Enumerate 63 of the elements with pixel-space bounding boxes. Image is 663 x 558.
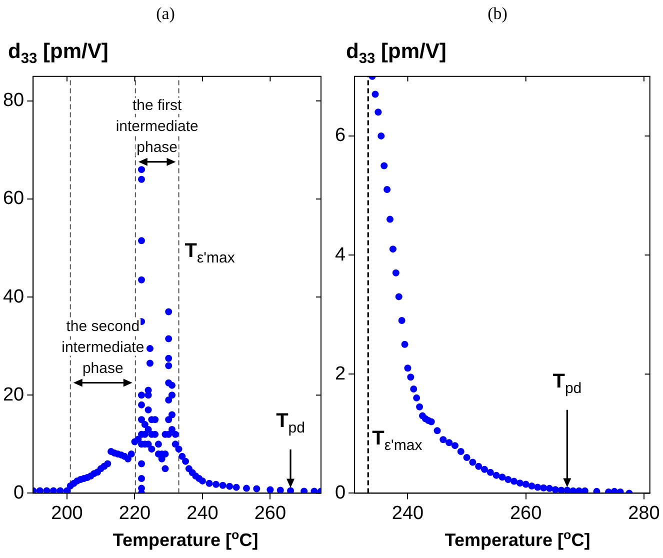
point	[378, 132, 385, 140]
y-tick-label: 0	[334, 482, 346, 504]
point	[463, 454, 470, 461]
point	[407, 374, 414, 381]
point	[434, 427, 441, 434]
y-axis-title: d$_{33}$ [pm/V]	[8, 40, 108, 68]
point	[581, 487, 588, 494]
point	[446, 439, 453, 446]
point	[416, 403, 424, 410]
point	[546, 484, 553, 492]
point	[428, 418, 435, 426]
annotation: the first intermediate phase	[116, 96, 198, 156]
point	[386, 216, 394, 223]
y-tick-label: 20	[2, 384, 24, 406]
point	[374, 108, 382, 116]
y-tick-label: 0	[14, 482, 24, 504]
point	[504, 476, 512, 484]
point	[401, 340, 408, 348]
point	[451, 442, 458, 450]
point	[457, 448, 464, 456]
point	[486, 468, 494, 476]
point	[389, 246, 396, 253]
point	[380, 162, 388, 170]
x-tick-label: 260	[510, 502, 542, 524]
point	[413, 394, 420, 402]
point	[372, 90, 379, 98]
x-tick-label: 240	[392, 502, 424, 524]
y-tick-label: 80	[2, 90, 24, 112]
point	[440, 436, 447, 444]
chart-title: (b)	[486, 4, 508, 24]
point	[469, 458, 476, 466]
x-tick-label: 240	[186, 502, 218, 524]
point	[404, 364, 412, 372]
point	[593, 488, 600, 494]
point	[475, 462, 482, 470]
x-axis-title: Temperature [$^{o}$C]	[112, 528, 260, 551]
point	[510, 478, 518, 485]
point	[384, 186, 391, 194]
annotation: the second intermediate phase	[62, 318, 144, 377]
point	[498, 474, 506, 481]
point	[492, 472, 500, 479]
point	[516, 480, 524, 487]
y-tick-label: 6	[334, 125, 346, 146]
point	[395, 293, 402, 300]
y-axis-title: d$_{33}$ [pm/V]	[346, 40, 446, 68]
x-tick-label: 260	[254, 502, 286, 524]
chart-title: (a)	[155, 4, 176, 24]
y-tick-label: 4	[334, 244, 346, 266]
point	[398, 317, 406, 324]
point	[522, 480, 530, 488]
point	[528, 482, 536, 490]
point	[392, 269, 400, 276]
point	[480, 466, 488, 473]
x-tick-label: 200	[51, 502, 83, 524]
y-tick-label: 40	[2, 286, 24, 308]
point	[540, 484, 548, 492]
x-tick-label: 280	[628, 502, 660, 524]
y-tick-label: 2	[334, 363, 346, 384]
y-tick-label: 60	[2, 188, 24, 210]
point	[534, 484, 542, 491]
x-axis-title: Temperature [$^{o}$C]	[444, 528, 592, 551]
point	[410, 386, 418, 392]
x-tick-label: 220	[118, 502, 151, 524]
